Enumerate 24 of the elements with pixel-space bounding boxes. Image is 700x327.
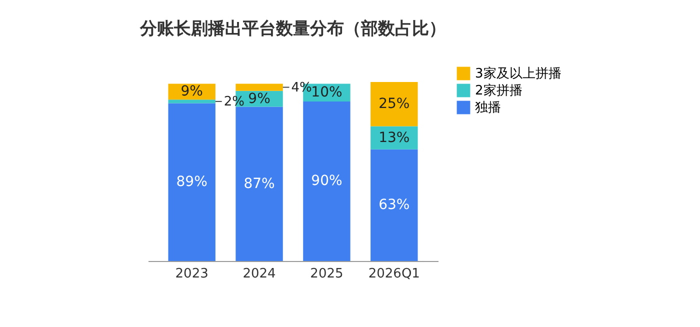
bar	[168, 103, 216, 261]
bar	[236, 84, 283, 91]
bar	[370, 149, 418, 261]
x-tick-label: 2026Q1	[368, 266, 420, 282]
bar	[168, 100, 216, 104]
data-label: 10%	[311, 84, 342, 101]
legend-label: 3家及以上拼播	[475, 66, 562, 82]
legend-label: 独播	[475, 100, 501, 116]
bar	[303, 101, 350, 261]
legend-label: 2家拼播	[475, 82, 522, 98]
bar	[236, 106, 283, 261]
data-label: 13%	[378, 130, 410, 146]
data-label: 63%	[378, 197, 410, 214]
data-label: 87%	[244, 176, 275, 192]
x-tick-label: 2025	[310, 266, 344, 282]
x-tick-label: 2024	[242, 266, 276, 282]
data-label: 9%	[180, 84, 203, 100]
chart-title: 分账长剧播出平台数量分布（部数占比）	[139, 19, 446, 39]
x-tick-label: 2023	[175, 266, 208, 282]
data-label: 89%	[176, 174, 208, 190]
data-label: 25%	[378, 96, 410, 112]
data-label: 90%	[311, 173, 342, 190]
data-label: 9%	[248, 90, 270, 107]
bar	[370, 82, 418, 126]
